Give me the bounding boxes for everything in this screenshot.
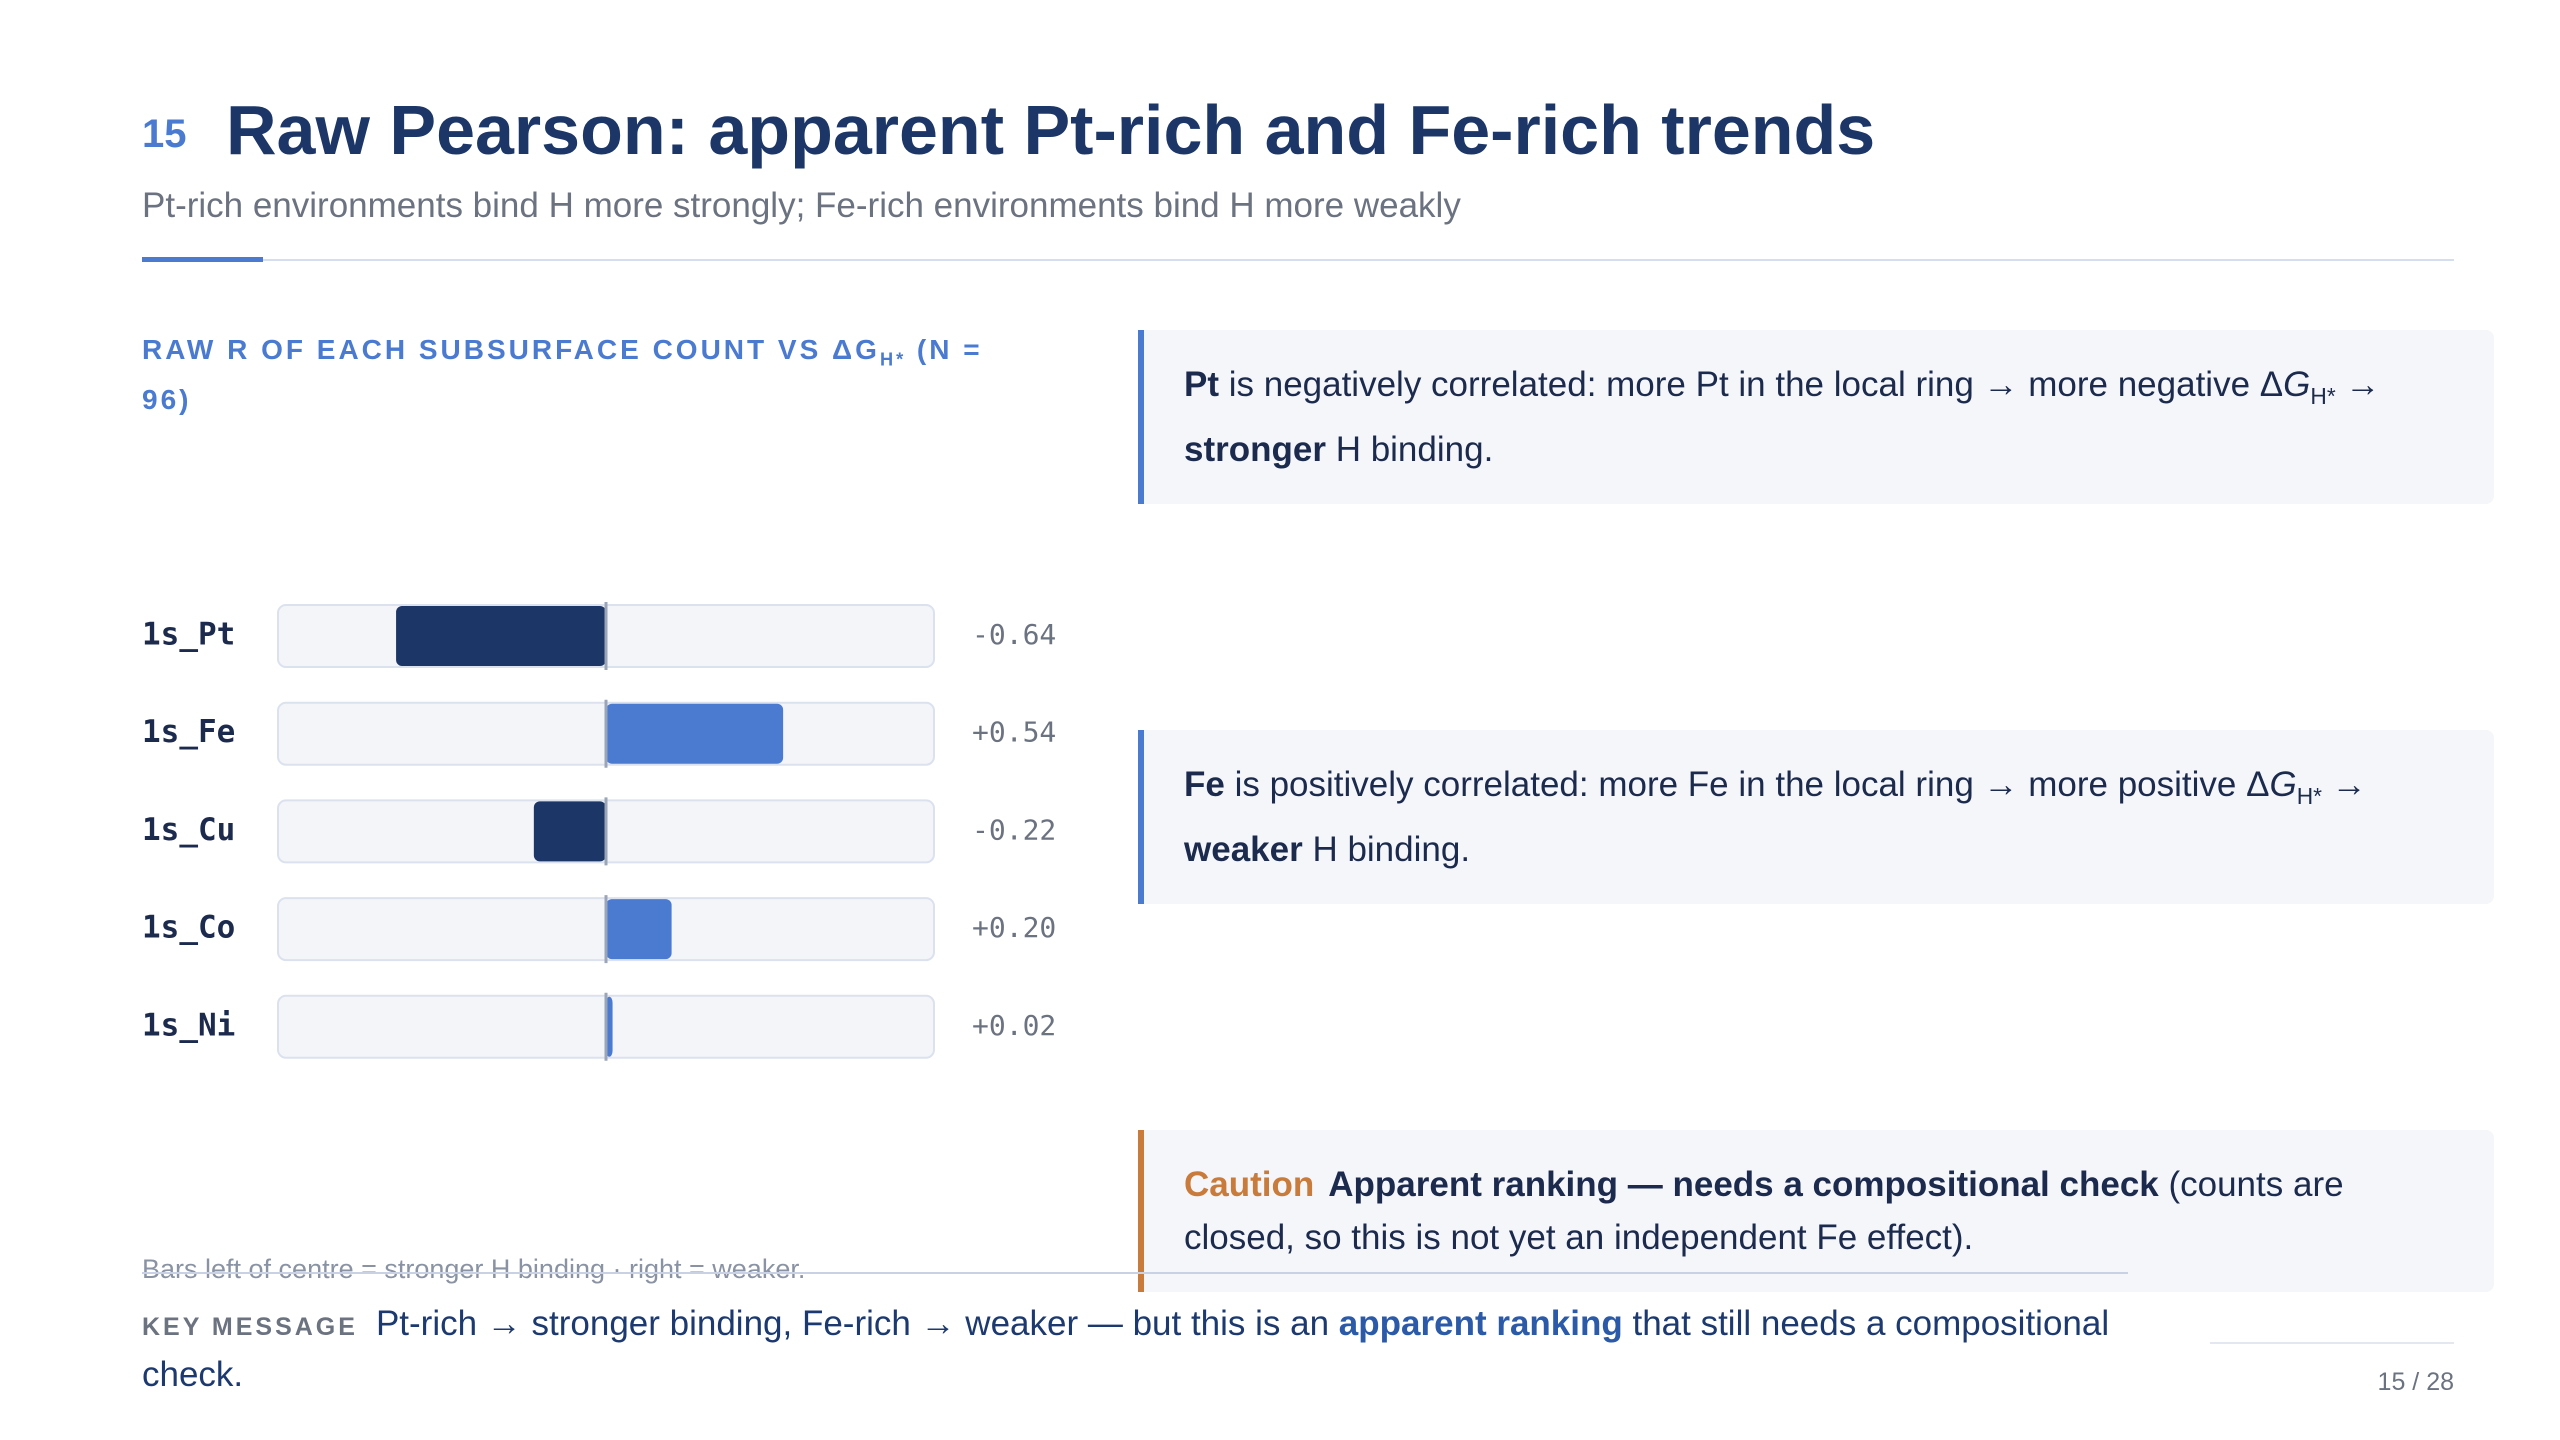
slide-subtitle: Pt-rich environments bind H more strongl…	[142, 186, 1461, 225]
separator	[142, 1272, 2128, 1274]
value-label: +0.02	[972, 1009, 1056, 1042]
slide-title: Raw Pearson: apparent Pt-rich and Fe-ric…	[226, 91, 1876, 169]
key-text: Pt-rich → stronger binding, Fe-rich → we…	[375, 1304, 1339, 1343]
value-label: -0.64	[972, 618, 1056, 651]
chart-title: RAW R OF EACH SUBSURFACE COUNT VS ΔGH* (…	[142, 330, 1042, 420]
category-label: 1s_Ni	[142, 1007, 235, 1043]
callout-text: →	[2335, 365, 2381, 404]
callout-text: →	[2322, 765, 2367, 804]
key-label: KEY MESSAGE	[142, 1313, 358, 1341]
callout-strong: Apparent ranking — needs a compositional…	[1328, 1165, 2159, 1204]
key-message: KEY MESSAGE Pt-rich → stronger binding, F…	[142, 1300, 2132, 1399]
callout-lead: Fe	[1184, 765, 1225, 804]
chart-footnote: Bars left of centre = stronger H binding…	[142, 1254, 806, 1284]
category-label: 1s_Fe	[142, 714, 235, 750]
callout-strong: weaker	[1184, 830, 1303, 869]
callout-text: is negatively correlated: more Pt in the…	[1219, 365, 2284, 404]
callout-strong: stronger	[1184, 430, 1326, 469]
slide-number: 15	[142, 112, 187, 156]
chart-title-text: RAW R OF EACH SUBSURFACE COUNT VS ΔG	[142, 334, 880, 365]
bar	[606, 899, 672, 960]
bar	[396, 606, 606, 666]
bar	[606, 996, 613, 1057]
bar	[533, 801, 606, 862]
divider-accent	[142, 257, 263, 262]
chart: 1s_Pt -0.64 1s_Fe +0.54 1s_Cu -0.22 1s_Co +0.20…	[142, 602, 1056, 1061]
key-text: that still needs a compositional check.	[142, 1304, 2110, 1394]
caution-callout: Caution Apparent ranking — needs a compos…	[1138, 1130, 2494, 1292]
value-label: -0.22	[972, 813, 1056, 846]
value-label: +0.54	[972, 716, 1056, 749]
footer-line	[2210, 1342, 2454, 1344]
callout-text: (counts are closed, so this is not yet a…	[1184, 1165, 2344, 1257]
category-label: 1s_Co	[142, 910, 235, 946]
callout: Fe is positively correlated: more Fe in …	[1138, 730, 2494, 904]
callout-sub: H*	[2296, 783, 2323, 809]
divider	[142, 259, 2454, 261]
callout-symbol: G	[2283, 365, 2311, 404]
callout: Pt is negatively correlated: more Pt in …	[1138, 330, 2494, 504]
chart-title-tail: (N = 96)	[142, 334, 983, 415]
callout-text: H binding.	[1302, 830, 1471, 869]
bar	[606, 703, 784, 764]
page-number: 15 / 28	[2377, 1368, 2454, 1396]
callout-sub: H*	[2310, 383, 2336, 409]
value-label: +0.20	[972, 911, 1056, 944]
key-highlight: apparent ranking	[1338, 1304, 1623, 1343]
chart-title-sub: H*	[879, 349, 907, 370]
callout-lead: Pt	[1184, 365, 1219, 404]
category-label: 1s_Cu	[142, 812, 235, 848]
callout-text: is positively correlated: more Fe in the…	[1224, 765, 2270, 804]
caution-tag: Caution	[1184, 1165, 1315, 1204]
callout-text: H binding.	[1325, 430, 1494, 469]
category-label: 1s_Pt	[142, 617, 235, 653]
callout-symbol: G	[2269, 765, 2297, 804]
